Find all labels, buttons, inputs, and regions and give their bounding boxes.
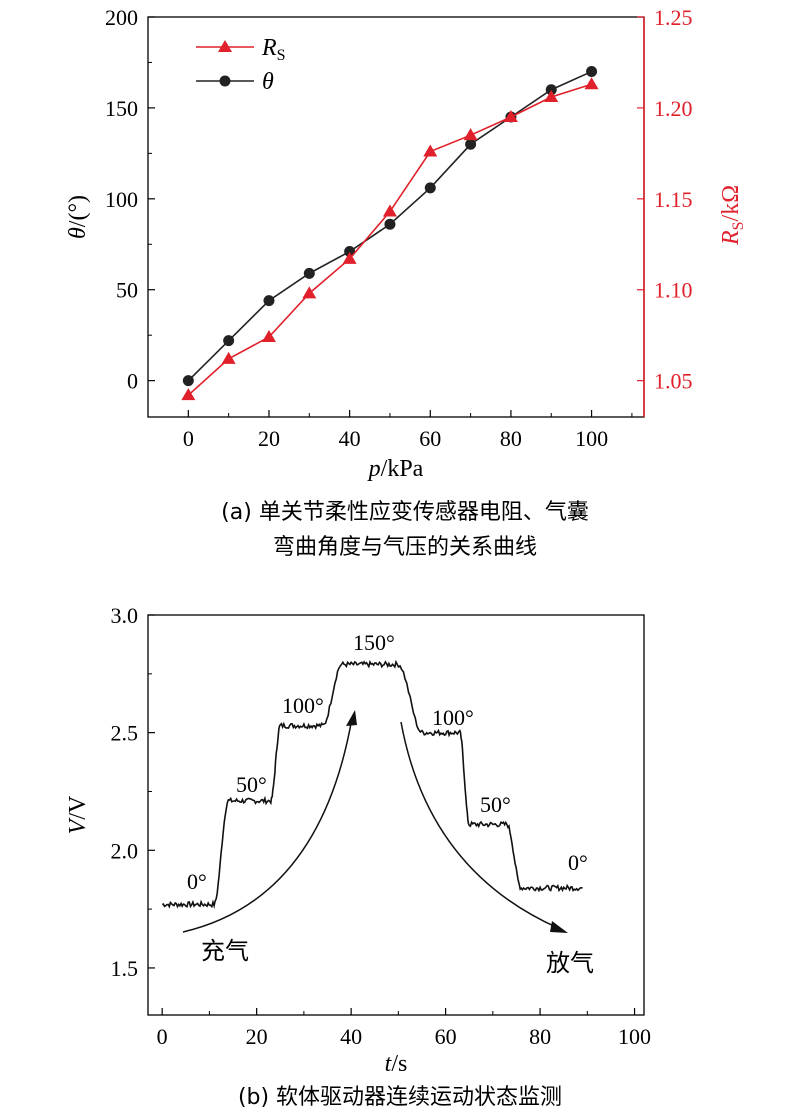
theta-point bbox=[263, 295, 275, 307]
chart-a-x-label: p/kPa bbox=[367, 456, 424, 482]
deflate-arrowhead bbox=[550, 921, 568, 933]
theta-point bbox=[424, 182, 436, 194]
y-tick-label: 0 bbox=[127, 369, 138, 394]
svg-text:RS: RS bbox=[261, 35, 286, 64]
x-tick-label: 20 bbox=[246, 1024, 268, 1049]
y-tick-label: 3.0 bbox=[111, 603, 139, 628]
right-y-tick-label: 1.10 bbox=[654, 278, 693, 303]
right-y-tick-label: 1.05 bbox=[654, 369, 693, 394]
rs-point bbox=[382, 204, 397, 217]
x-tick-label: 80 bbox=[500, 426, 522, 451]
inflate-label: 充气 bbox=[201, 937, 249, 965]
chart-b-x-axis: 0 20 40 60 80 100 bbox=[157, 1008, 651, 1049]
caption-a-line2: 弯曲角度与气压的关系曲线 bbox=[273, 535, 537, 560]
x-tick-label: 40 bbox=[340, 1024, 362, 1049]
theta-point bbox=[586, 66, 598, 78]
caption-a-line1: (a) 单关节柔性应变传感器电阻、气囊 bbox=[221, 500, 589, 525]
theta-point bbox=[182, 375, 194, 387]
theta-point bbox=[344, 246, 356, 258]
x-tick-label: 100 bbox=[618, 1024, 651, 1049]
y-tick-label: 100 bbox=[105, 187, 138, 212]
deflate-arrow bbox=[400, 721, 559, 929]
x-tick-label: 100 bbox=[575, 426, 608, 451]
annotation-50deg-left: 50° bbox=[236, 772, 267, 797]
chart-b: 0 20 40 60 80 100 1.5 2.0 2.5 3.0 0° 50° 100° 15… bbox=[65, 603, 651, 1110]
legend-item-rs: RS bbox=[196, 35, 286, 64]
chart-a-right-axis: 1.05 1.10 1.15 1.20 1.25 bbox=[637, 5, 693, 417]
rs-point bbox=[342, 251, 357, 264]
y-tick-label: 1.5 bbox=[111, 956, 139, 981]
y-tick-label: 2.5 bbox=[111, 721, 139, 746]
y-tick-label: 150 bbox=[105, 96, 138, 121]
caption-b: (b) 软体驱动器连续运动状态监测 bbox=[238, 1085, 562, 1110]
y-tick-label: 200 bbox=[105, 5, 138, 30]
right-y-tick-label: 1.25 bbox=[654, 5, 693, 30]
chart-b-voltage-trace bbox=[161, 659, 583, 909]
x-tick-label: 80 bbox=[529, 1024, 551, 1049]
chart-a-left-y-label: θ/(°) bbox=[65, 195, 91, 239]
y-tick-label: 2.0 bbox=[111, 838, 139, 863]
rs-point bbox=[423, 144, 438, 157]
chart-b-frame bbox=[147, 614, 645, 1016]
annotation-50deg-right: 50° bbox=[480, 792, 511, 817]
inflate-arrow bbox=[182, 717, 353, 933]
x-tick-label: 60 bbox=[435, 1024, 457, 1049]
chart-a-legend: RS θ bbox=[196, 35, 286, 95]
rs-point bbox=[221, 351, 236, 364]
svg-text:θ: θ bbox=[262, 69, 274, 95]
theta-point bbox=[545, 84, 557, 96]
right-y-tick-label: 1.20 bbox=[654, 96, 693, 121]
theta-point bbox=[223, 335, 235, 347]
chart-b-x-label: t/s bbox=[385, 1051, 408, 1077]
x-tick-label: 40 bbox=[339, 426, 361, 451]
rs-point bbox=[584, 77, 599, 90]
rs-point bbox=[302, 286, 317, 299]
deflate-label: 放气 bbox=[546, 949, 594, 977]
x-tick-label: 0 bbox=[183, 426, 194, 451]
inflate-arrowhead bbox=[346, 710, 357, 726]
chart-b-y-label: V/V bbox=[65, 795, 91, 834]
annotation-0deg-right: 0° bbox=[568, 850, 588, 875]
chart-b-y-axis: 1.5 2.0 2.5 3.0 bbox=[111, 603, 155, 981]
rs-point bbox=[261, 330, 276, 342]
annotation-0deg-left: 0° bbox=[187, 869, 207, 894]
annotation-100deg-left: 100° bbox=[282, 693, 324, 718]
y-tick-label: 50 bbox=[116, 278, 138, 303]
x-tick-label: 20 bbox=[258, 426, 280, 451]
annotation-150deg: 150° bbox=[353, 630, 395, 655]
theta-point bbox=[384, 218, 396, 230]
x-tick-label: 60 bbox=[419, 426, 441, 451]
rs-point bbox=[463, 128, 478, 141]
chart-a-x-axis: 0 20 40 60 80 100 bbox=[183, 410, 633, 451]
right-y-tick-label: 1.15 bbox=[654, 187, 693, 212]
theta-point bbox=[465, 138, 477, 150]
series-line-rs bbox=[187, 83, 592, 396]
rs-point bbox=[544, 90, 559, 102]
rs-point bbox=[503, 110, 518, 122]
chart-a-series bbox=[181, 66, 599, 401]
legend-item-theta: θ bbox=[196, 69, 274, 95]
rs-point bbox=[181, 388, 196, 401]
x-tick-label: 0 bbox=[157, 1024, 168, 1049]
chart-a-right-y-label: RS/kΩ bbox=[718, 185, 747, 246]
chart-a-left-axis: 0 50 100 150 200 bbox=[105, 5, 155, 394]
theta-point bbox=[303, 267, 315, 279]
annotation-100deg-right: 100° bbox=[432, 705, 474, 730]
